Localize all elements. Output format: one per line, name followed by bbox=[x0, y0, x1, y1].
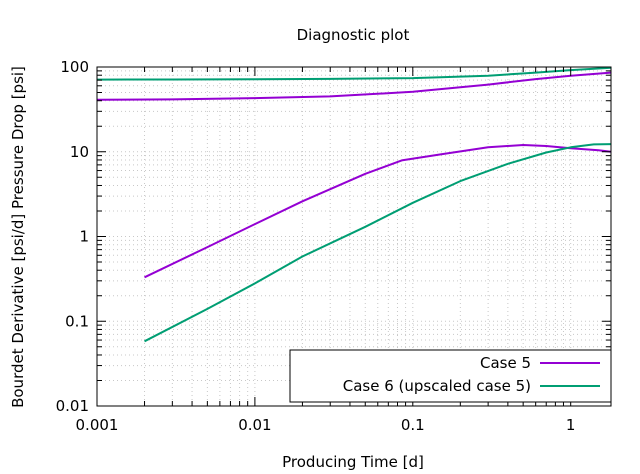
chart-title: Diagnostic plot bbox=[297, 26, 410, 44]
y-axis-label: Bourdet Derivative [psi/d] Pressure Drop… bbox=[9, 66, 27, 408]
x-tick-label: 0.01 bbox=[238, 416, 271, 434]
y-tick-label: 1 bbox=[79, 228, 89, 246]
x-tick-label: 0.001 bbox=[76, 416, 119, 434]
x-tick-label: 1 bbox=[566, 416, 576, 434]
legend-label: Case 6 (upscaled case 5) bbox=[343, 377, 531, 395]
legend: Case 5 Case 6 (upscaled case 5) bbox=[289, 349, 612, 403]
series-line bbox=[96, 66, 612, 81]
legend-label: Case 5 bbox=[480, 354, 531, 372]
series-line bbox=[96, 71, 612, 101]
y-tick-label: 100 bbox=[60, 58, 89, 76]
x-tick-label: 0.1 bbox=[401, 416, 425, 434]
series-line bbox=[144, 143, 612, 343]
legend-box bbox=[289, 349, 612, 403]
y-tick-label: 0.1 bbox=[65, 312, 89, 330]
x-axis-label: Producing Time [d] bbox=[282, 453, 424, 471]
y-tick-label: 10 bbox=[70, 143, 89, 161]
y-tick-label: 0.01 bbox=[56, 397, 89, 415]
plot-series bbox=[96, 66, 612, 343]
